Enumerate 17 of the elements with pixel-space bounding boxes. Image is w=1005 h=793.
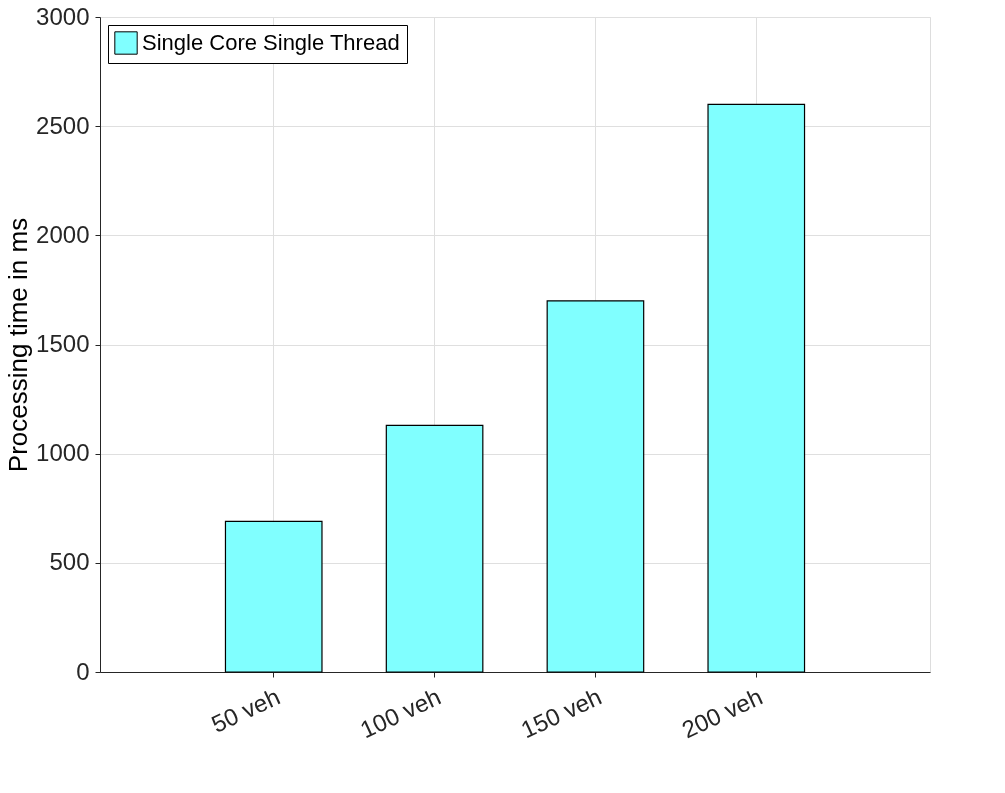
y-tick-label: 500	[49, 548, 90, 576]
x-tick-label: 50 veh	[207, 682, 284, 738]
x-tick-label: 200 veh	[677, 682, 767, 744]
bar	[546, 300, 645, 673]
y-tick-label: 3000	[36, 2, 90, 30]
legend-label: Single Core Single Thread	[142, 30, 400, 55]
bar	[707, 103, 806, 673]
y-tick-label: 0	[76, 657, 90, 685]
y-tick-label: 1500	[36, 330, 90, 357]
x-tick-label: 150 veh	[516, 682, 606, 744]
bar	[224, 520, 323, 673]
y-tick-label: 2000	[36, 220, 90, 248]
x-tick-label: 100 veh	[355, 682, 445, 744]
y-axis-title: Processing time in ms	[3, 217, 34, 473]
y-tick-label: 2500	[36, 111, 90, 139]
y-tick-label: 1000	[36, 439, 90, 467]
bar	[385, 424, 484, 673]
